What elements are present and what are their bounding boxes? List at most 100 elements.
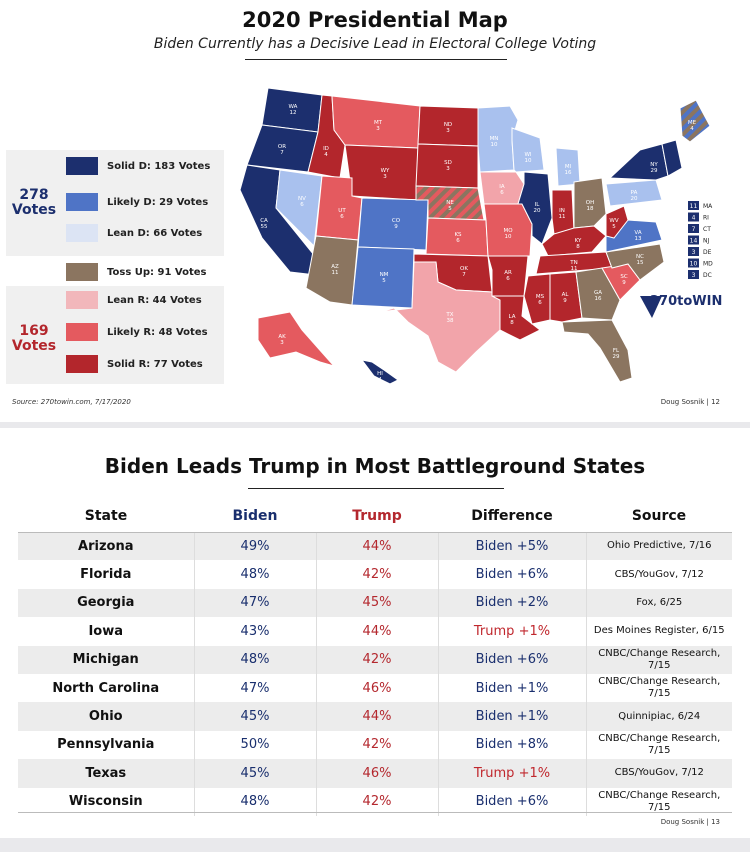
state-ev-label: 10 <box>491 142 498 148</box>
legend-swatch <box>66 193 98 211</box>
small-state-abbr: MA <box>703 203 713 210</box>
state-ev-label: 6 <box>300 202 304 208</box>
cell-state: Pennsylvania <box>18 730 195 760</box>
cell-state: North Carolina <box>18 673 195 703</box>
state-abbr-label: OH <box>586 200 594 206</box>
cell-source: Ohio Predictive, 7/16 <box>586 532 732 561</box>
cell-difference: Biden +6% <box>438 645 587 674</box>
state-ev-label: 10 <box>505 234 512 240</box>
state-abbr-label: TN <box>569 260 577 266</box>
legend-swatch <box>66 291 98 309</box>
cell-trump: 46% <box>316 673 439 703</box>
cell-difference: Biden +6% <box>438 787 587 816</box>
state-ev-label: 7 <box>462 272 466 278</box>
state-abbr-label: VA <box>634 230 641 236</box>
state-abbr-label: AK <box>278 334 286 340</box>
state-ev-label: 6 <box>340 214 344 220</box>
state-abbr-label: CA <box>260 218 268 224</box>
state-ev-label: 11 <box>571 266 578 272</box>
state-abbr-label: MI <box>565 164 572 170</box>
dem-total-number: 278 <box>19 187 49 203</box>
small-state-ev: 11 <box>690 203 698 210</box>
battleground-table: State Biden Trump Difference Source Ariz… <box>18 500 732 816</box>
state-ky <box>541 225 607 257</box>
table-row: Michigan 48% 42% Biden +6% CNBC/Change Resea… <box>18 645 732 674</box>
map-legend: 278 Votes 169 Votes Solid D: 183 Votes Li… <box>6 150 224 384</box>
cell-biden: 43% <box>194 617 317 646</box>
state-abbr-label: ME <box>688 120 697 126</box>
cell-source: CNBC/Change Research, 7/15 <box>598 789 721 813</box>
state-al <box>549 271 583 323</box>
state-abbr-label: NV <box>298 196 306 202</box>
cell-trump: 42% <box>316 560 439 589</box>
cell-difference: Biden +6% <box>438 560 587 589</box>
cell-difference: Biden +8% <box>438 730 587 760</box>
state-ev-label: 3 <box>280 340 284 346</box>
state-ev-label: 4 <box>690 126 694 132</box>
state-co <box>357 197 429 251</box>
state-ev-label: 12 <box>290 110 297 116</box>
state-abbr-label: AZ <box>331 264 339 270</box>
state-ak <box>257 311 336 367</box>
slide2-footer: Doug Sosnik | 13 <box>660 818 720 826</box>
state-abbr-label: MS <box>536 294 545 300</box>
us-electoral-map: WA12OR7CA55NV6ID4MT3WY3UT6AZ11CO9NM5ND3S… <box>239 87 722 385</box>
cell-source: Des Moines Register, 6/15 <box>593 625 725 637</box>
state-abbr-label: HI <box>377 371 383 377</box>
cell-difference: Trump +1% <box>438 617 587 646</box>
state-ev-label: 4 <box>378 377 382 383</box>
cell-trump: 44% <box>316 532 439 561</box>
cell-source: CNBC/Change Research, 7/15 <box>598 732 721 756</box>
state-ny <box>608 143 669 181</box>
small-state-box <box>688 270 699 279</box>
state-ev-label: 16 <box>595 296 602 302</box>
table-title-underline <box>248 488 504 489</box>
cell-difference: Biden +5% <box>438 532 587 561</box>
state-ev-label: 15 <box>637 260 644 266</box>
cell-trump: 44% <box>316 617 439 646</box>
table-row: Pennsylvania 50% 42% Biden +8% CNBC/Change R… <box>18 730 732 760</box>
state-abbr-label: IN <box>559 208 565 214</box>
small-state-abbr: NJ <box>703 238 709 245</box>
rep-total-word: Votes <box>11 338 57 354</box>
small-state-abbr: DC <box>703 272 712 279</box>
state-hi <box>360 359 399 385</box>
state-ev-label: 3 <box>446 166 450 172</box>
slide1-footer: Doug Sosnik | 12 <box>660 398 720 406</box>
state-ev-label: 5 <box>448 206 452 212</box>
legend-item: Likely D: 29 Votes <box>66 192 208 212</box>
small-state-abbr: DE <box>703 249 712 256</box>
state-ev-label: 6 <box>456 238 460 244</box>
cell-biden: 48% <box>194 787 317 816</box>
state-me <box>679 99 711 143</box>
state-fl <box>561 319 633 383</box>
cell-difference: Trump +1% <box>438 759 587 788</box>
cell-source: CBS/YouGov, 7/12 <box>614 568 704 580</box>
state-abbr-label: OK <box>460 266 468 272</box>
cell-source: CBS/YouGov, 7/12 <box>586 759 732 788</box>
table-row: Arizona 49% 44% Biden +5% Ohio Predictive, 7… <box>18 532 732 561</box>
state-wi <box>511 127 545 173</box>
state-wv <box>605 205 629 239</box>
state-abbr-label: CO <box>392 218 401 224</box>
map-subtitle: Biden Currently has a Decisive Lead in E… <box>153 36 597 52</box>
state-ev-label: 18 <box>587 206 594 212</box>
table-header-row: State Biden Trump Difference Source <box>18 500 732 533</box>
cell-trump: 42% <box>316 645 439 674</box>
logo-270towin: 270toWIN <box>640 294 722 318</box>
state-ev-label: 7 <box>280 150 284 156</box>
state-abbr-label: NY <box>650 162 658 168</box>
state-abbr-label: NE <box>446 200 454 206</box>
small-state-abbr: MD <box>703 261 713 268</box>
legend-item: Lean R: 44 Votes <box>66 290 202 310</box>
state-il <box>517 171 553 245</box>
legend-label: Lean D: 66 Votes <box>107 227 203 239</box>
legend-label: Lean R: 44 Votes <box>107 294 202 306</box>
cell-trump: 45% <box>316 588 439 618</box>
legend-label: Toss Up: 91 Votes <box>107 266 207 278</box>
legend-swatch <box>66 323 98 341</box>
state-ev-label: 13 <box>635 236 642 242</box>
cell-biden: 47% <box>194 673 317 703</box>
table-row: Florida 48% 42% Biden +6% CBS/YouGov, 7/12 <box>18 560 732 589</box>
state-abbr-label: WI <box>524 152 531 158</box>
